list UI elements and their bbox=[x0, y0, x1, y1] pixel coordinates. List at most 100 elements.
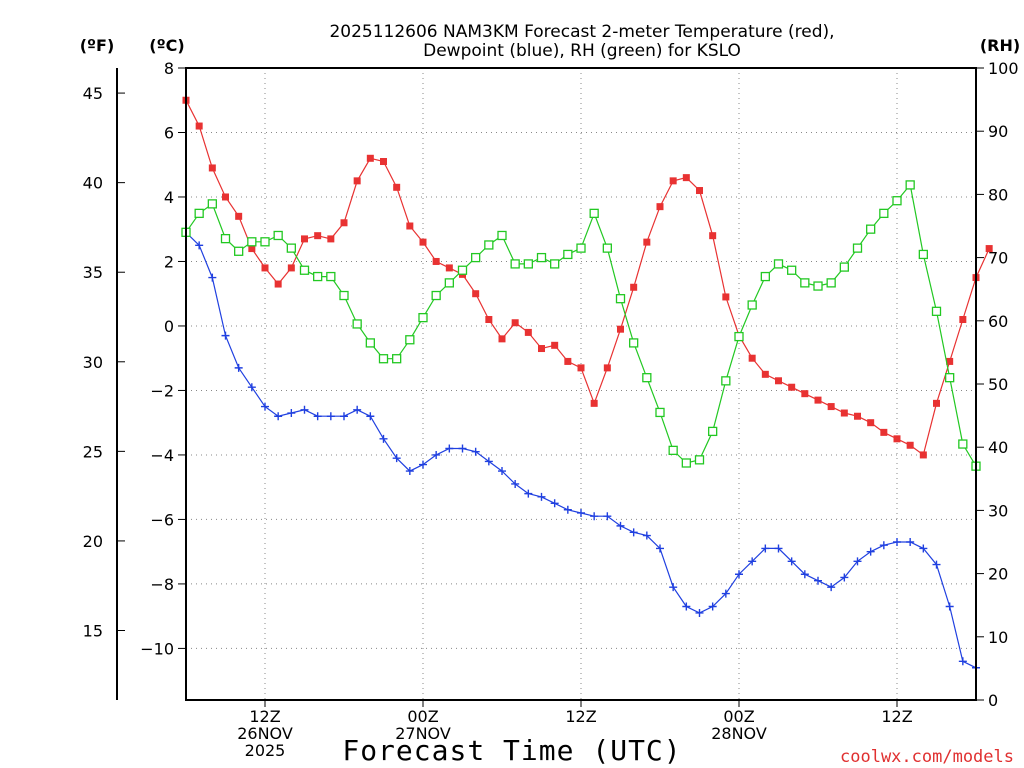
dewpoint-point bbox=[340, 412, 348, 421]
dewpoint-point bbox=[405, 467, 414, 476]
series-dewpoint bbox=[182, 228, 980, 672]
temperature-point bbox=[524, 328, 532, 336]
series-temperature bbox=[182, 96, 993, 459]
temperature-point bbox=[248, 245, 256, 253]
temperature-point bbox=[630, 283, 638, 291]
dewpoint-point bbox=[708, 602, 717, 611]
dewpoint-point bbox=[524, 489, 533, 498]
rh-point bbox=[405, 335, 415, 345]
rh-point bbox=[536, 252, 547, 263]
temperature-point bbox=[775, 377, 782, 385]
temperature-point bbox=[485, 316, 493, 324]
dewpoint-point bbox=[221, 331, 230, 340]
dewpoint-point bbox=[392, 454, 401, 463]
temperature-point bbox=[208, 164, 216, 172]
rh-point bbox=[892, 196, 902, 206]
temperature-point bbox=[643, 238, 651, 246]
temperature-point bbox=[287, 264, 295, 272]
dewpoint-point bbox=[484, 457, 493, 466]
temperature-point bbox=[511, 319, 519, 327]
time-tick-label: 28NOV bbox=[711, 724, 767, 743]
temperature-point bbox=[880, 428, 888, 436]
temperature-point bbox=[840, 409, 848, 417]
temperature-line bbox=[185, 99, 990, 456]
plot-frame bbox=[185, 67, 977, 701]
rh-point bbox=[813, 281, 823, 291]
rh-point bbox=[576, 243, 586, 253]
chart-title-line1: 2025112606 NAM3KM Forecast 2-meter Tempe… bbox=[329, 22, 834, 42]
rh-point bbox=[392, 354, 402, 364]
temperature-point bbox=[393, 183, 401, 191]
temperature-point bbox=[340, 219, 348, 227]
temperature-point bbox=[603, 364, 611, 372]
temperature-point bbox=[617, 325, 624, 333]
rh-point bbox=[194, 208, 204, 219]
temperature-point bbox=[274, 280, 282, 288]
temperature-point bbox=[748, 354, 756, 362]
rh-tick-label: 90 bbox=[988, 122, 1008, 141]
dewpoint-point bbox=[787, 557, 796, 566]
celsius-tick-label: 4 bbox=[164, 188, 174, 207]
temperature-point bbox=[656, 203, 664, 211]
dewpoint-point bbox=[445, 444, 454, 453]
dewpoint-point bbox=[695, 608, 704, 617]
rh-tick-label: 0 bbox=[988, 691, 998, 710]
rh-point bbox=[497, 230, 507, 241]
dewpoint-point bbox=[800, 570, 809, 579]
rh-point bbox=[378, 354, 389, 364]
fahrenheit-tick-label: 20 bbox=[83, 532, 103, 551]
x-axis-title: Forecast Time (UTC) bbox=[342, 734, 681, 767]
temperature-point bbox=[709, 232, 717, 240]
rh-point bbox=[800, 278, 810, 288]
rh-point bbox=[207, 199, 217, 209]
rh-point bbox=[773, 259, 784, 269]
rh-point bbox=[615, 294, 626, 304]
temperature-point bbox=[235, 212, 243, 220]
celsius-tick-label: 0 bbox=[164, 317, 174, 336]
rh-tick-label: 80 bbox=[988, 185, 1008, 204]
temperature-point bbox=[301, 235, 308, 243]
dewpoint-point bbox=[287, 409, 296, 418]
rh-point bbox=[918, 249, 928, 260]
temperature-point bbox=[472, 290, 480, 298]
dewpoint-point bbox=[247, 383, 256, 392]
rh-tick-label: 40 bbox=[988, 438, 1008, 457]
temperature-point bbox=[432, 257, 440, 265]
rh-point bbox=[734, 331, 744, 342]
rh-point bbox=[931, 306, 942, 316]
rh-point bbox=[602, 243, 612, 253]
rh-point bbox=[418, 312, 428, 323]
rh-point bbox=[787, 265, 797, 275]
grid-lines bbox=[186, 67, 976, 700]
rh-point bbox=[563, 249, 573, 260]
dewpoint-point bbox=[590, 512, 599, 521]
rh-point bbox=[760, 271, 770, 282]
time-tick-label: 2025 bbox=[245, 741, 286, 760]
temperature-point bbox=[577, 364, 585, 372]
dewpoint-point bbox=[208, 273, 217, 282]
rh-tick-label: 50 bbox=[988, 375, 1008, 394]
data-series bbox=[181, 96, 993, 672]
celsius-tick-label: 6 bbox=[164, 123, 174, 142]
rh-unit-label: (RH) bbox=[980, 36, 1020, 55]
rh-tick-label: 10 bbox=[988, 628, 1008, 647]
dewpoint-point bbox=[735, 570, 743, 579]
celsius-tick-label: −10 bbox=[140, 639, 174, 658]
temperature-point bbox=[906, 441, 914, 449]
temperature-point bbox=[327, 235, 335, 243]
dewpoint-point bbox=[313, 412, 322, 421]
dewpoint-point bbox=[761, 544, 770, 553]
dewpoint-point bbox=[366, 412, 375, 421]
dewpoint-point bbox=[893, 538, 901, 546]
celsius-axis: 8 6 4 2 0 −2 −4 −6 −8 −10 bbox=[140, 59, 186, 658]
time-tick-label: 00Z bbox=[407, 707, 438, 726]
rh-point bbox=[510, 259, 520, 269]
temperature-point bbox=[353, 177, 361, 185]
temperature-point bbox=[406, 222, 414, 230]
rh-point bbox=[905, 180, 915, 190]
time-tick-label: 00Z bbox=[723, 707, 754, 726]
dewpoint-point bbox=[577, 508, 585, 517]
rh-point bbox=[879, 208, 889, 219]
